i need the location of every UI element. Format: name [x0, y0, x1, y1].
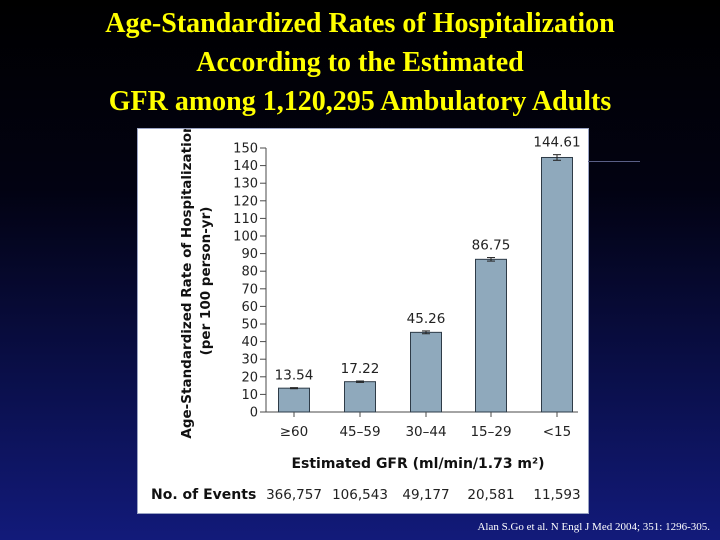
- bar: [410, 331, 442, 413]
- y-tick-label: 130: [233, 177, 258, 192]
- y-tick-label: 0: [250, 406, 258, 421]
- event-count: 106,543: [332, 487, 388, 503]
- x-axis-title: Estimated GFR (ml/min/1.73 m²): [291, 456, 544, 472]
- y-tick-label: 110: [233, 212, 258, 227]
- x-tick-label: 45–59: [339, 424, 380, 440]
- x-tick-label: 15–29: [470, 424, 511, 440]
- title-line-3: GFR among 1,120,295 Ambulatory Adults: [108, 86, 612, 117]
- event-count: 366,757: [266, 487, 322, 503]
- bar: [541, 156, 573, 413]
- bar-chart: 0 10 20 30 40 50 60 70 80 90 100 110 120 130 140 150 Age…: [151, 129, 581, 503]
- y-axis-title-line-1: Age-Standardized Rate of Hospitalization: [179, 129, 195, 439]
- y-tick-label: 120: [233, 194, 258, 209]
- y-tick-label: 150: [233, 142, 258, 157]
- y-tick-label: 20: [241, 370, 258, 385]
- y-tick-label: 10: [241, 388, 258, 403]
- y-tick-label: 50: [241, 318, 258, 333]
- x-tick-label: ≥60: [280, 424, 309, 440]
- y-tick-label: 80: [241, 265, 258, 280]
- x-tick-label: 30–44: [405, 424, 446, 440]
- y-tick-label: 70: [241, 282, 258, 297]
- bar: [278, 387, 310, 413]
- y-tick-label: 90: [241, 247, 258, 262]
- title-line-2: According to the Estimated: [196, 47, 524, 78]
- bar: [475, 258, 507, 413]
- data-label: 13.54: [275, 368, 314, 384]
- data-label: 17.22: [341, 361, 380, 377]
- title-line-1: Age-Standardized Rates of Hospitalizatio…: [105, 8, 615, 39]
- y-tick-label: 40: [241, 335, 258, 350]
- y-tick-label: 30: [241, 353, 258, 368]
- event-count: 49,177: [402, 487, 449, 503]
- data-label: 144.61: [533, 135, 580, 151]
- source-citation: Alan S.Go et al. N Engl J Med 2004; 351:…: [477, 521, 710, 533]
- chart-figure: 0 10 20 30 40 50 60 70 80 90 100 110 120 130 140 150 Age…: [137, 128, 589, 514]
- event-count: 11,593: [533, 487, 580, 503]
- data-label: 45.26: [407, 311, 446, 327]
- data-label: 86.75: [472, 238, 511, 254]
- y-tick-label: 60: [241, 300, 258, 315]
- x-tick-label: <15: [543, 424, 572, 440]
- slide-title: Age-Standardized Rates of Hospitalizatio…: [0, 4, 720, 121]
- y-tick-label: 140: [233, 159, 258, 174]
- y-tick-label: 100: [233, 230, 258, 245]
- y-axis-title-line-2: (per 100 person-yr): [198, 207, 214, 356]
- bar: [344, 381, 376, 413]
- events-row-label: No. of Events: [151, 487, 256, 503]
- decorative-line: [588, 161, 640, 162]
- event-count: 20,581: [467, 487, 514, 503]
